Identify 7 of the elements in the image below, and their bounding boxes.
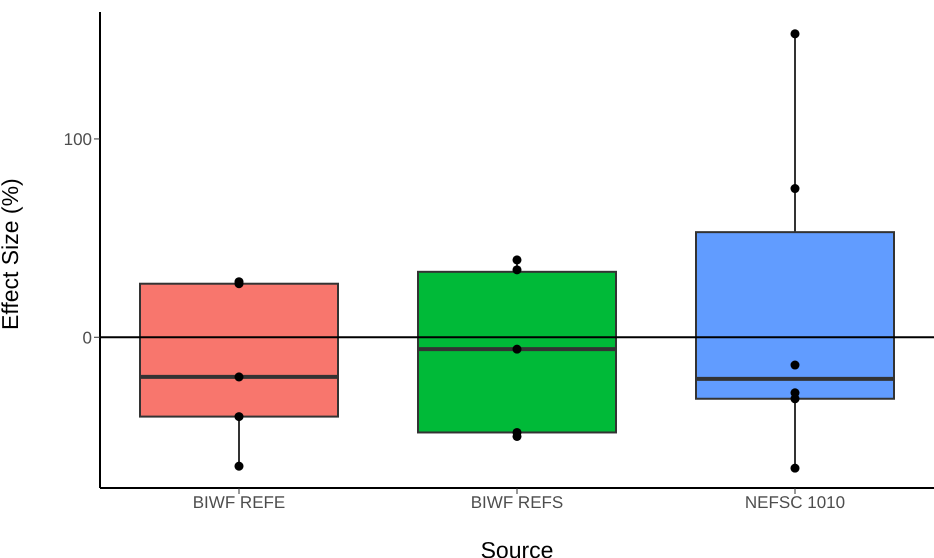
y-tick-label: 100	[64, 130, 92, 149]
x-tick-label: NEFSC 1010	[744, 493, 846, 512]
y-axis-title: Effect Size (%)	[0, 178, 24, 330]
x-tick-label: BIWF REFS	[470, 493, 564, 512]
x-tick-label: BIWF REFE	[192, 493, 286, 512]
y-tick-label: 0	[82, 328, 92, 348]
x-axis-title: Source	[480, 537, 554, 558]
